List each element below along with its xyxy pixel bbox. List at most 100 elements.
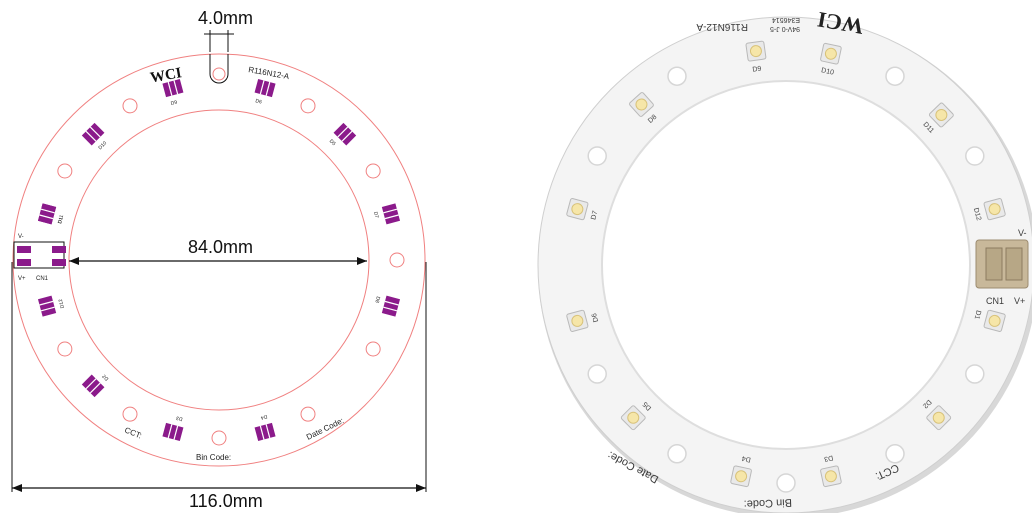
connector-plus-label: V+ (18, 276, 26, 282)
drawing-pad-label: D5 (328, 138, 337, 147)
photo-hole (587, 364, 607, 384)
inner-dim-arrow-left (69, 257, 79, 265)
drawing-led-pad: D7 (372, 203, 401, 225)
outer-dim-arrow-left (12, 484, 22, 492)
drawing-led-pads: D7 D8 D5 D6 D9 D10 D11 D12 D1 D2 D3 D4 (37, 78, 401, 442)
drawing-pad-label: D1 (57, 216, 65, 224)
drawing-pad-label: D7 (372, 211, 380, 219)
photo-led-label: D1 (973, 309, 982, 320)
photo-hole (587, 146, 607, 166)
gap-dimension-label: 4.0mm (198, 8, 253, 28)
photo-led: D6 (566, 309, 600, 332)
board-photo: V- V+ CN1 WCI R116N12-A E346514 94V-0 J-… (537, 7, 1032, 513)
photo-led: D1 (973, 309, 1006, 332)
drawing-bin-code-label: Bin Code: (196, 453, 231, 462)
photo-led-label: D6 (591, 312, 600, 323)
drawing-led-pad: D2 (81, 373, 110, 398)
photo-led-label: D10 (820, 67, 834, 77)
drawing-hole (122, 406, 138, 422)
drawing-led-pad: D5 (328, 122, 357, 147)
photo-connector-minus: V- (1018, 228, 1027, 238)
drawing-led-pad: D3 (162, 414, 184, 442)
photo-led-label: D5 (642, 400, 653, 411)
drawing-pad-label: D12 (58, 298, 66, 309)
drawing-hole (389, 252, 405, 268)
drawing-led-pad: D10 (81, 122, 108, 151)
photo-cert-number: E346514 (772, 16, 800, 23)
photo-led: D8 (629, 92, 658, 125)
photo-led: D2 (921, 398, 952, 431)
outer-dim-arrow-right (416, 484, 426, 492)
photo-hole (885, 66, 905, 86)
photo-hole (776, 473, 796, 493)
connector-minus-label: V- (18, 234, 24, 240)
inner-dim-arrow-right (357, 257, 367, 265)
connector-pad-bottom-2 (52, 259, 66, 266)
drawing-led-pad: D12 (37, 295, 66, 317)
drawing-pad-label: D9 (170, 99, 178, 107)
photo-led-label: D9 (752, 66, 762, 74)
photo-hole (667, 444, 687, 464)
photo-connector-slot-1 (985, 247, 1003, 281)
drawing-part-number: R116N12-A (248, 65, 291, 81)
drawing-date-code-label: Date Code: (305, 416, 345, 442)
photo-hole (965, 364, 985, 384)
photo-part-number: R116N12-A (696, 21, 748, 32)
photo-hole (965, 146, 985, 166)
photo-hole (667, 66, 687, 86)
photo-bin-code-label: Bin Code: (743, 496, 792, 510)
drawing-led-pad: D8 (373, 295, 401, 317)
photo-led: D4 (730, 454, 752, 488)
photo-hole (885, 444, 905, 464)
top-slot-outline (209, 54, 229, 84)
drawing-hole (122, 98, 138, 114)
photo-connector-cn1: CN1 (986, 296, 1004, 306)
connector-pad-bottom (17, 259, 31, 266)
photo-led-label: D7 (590, 210, 599, 221)
photo-connector-plus: V+ (1014, 296, 1025, 306)
drawing-hole (211, 430, 227, 446)
drawing-pad-label: D2 (101, 373, 110, 382)
drawing-pad-label: D3 (175, 414, 183, 422)
outer-ring-outline (12, 53, 426, 467)
drawing-hole (365, 163, 381, 179)
photo-led: D10 (820, 42, 842, 77)
drawing-hole (57, 163, 73, 179)
drawing-led-pad: D1 (37, 203, 65, 225)
photo-led: D7 (566, 198, 599, 221)
drawing-pad-label: D6 (255, 98, 263, 106)
photo-led-label: D8 (647, 114, 658, 125)
inner-dimension-label: 84.0mm (188, 237, 253, 257)
drawing-hole (57, 341, 73, 357)
photo-led: D3 (820, 454, 842, 488)
drawing-pad-label: D10 (97, 140, 108, 151)
photo-board-inner-edge (601, 80, 971, 450)
photo-led-label: D4 (741, 454, 751, 463)
drawing-led-pad: D9 (162, 78, 184, 107)
drawing-led-pad: D6 (254, 78, 276, 106)
connector-pad-top-2 (52, 246, 66, 253)
drawing-pad-label: D8 (373, 296, 381, 304)
photo-led-label: D3 (823, 454, 833, 463)
top-slot-hole (212, 67, 226, 81)
drawing-pad-label: D4 (260, 413, 268, 421)
drawing-hole (365, 341, 381, 357)
photo-led: D12 (972, 198, 1006, 222)
drawing-hole (300, 406, 316, 422)
drawing-led-pad: D4 (254, 413, 276, 442)
connector-cn1-label: CN1 (36, 276, 49, 282)
photo-led-label: D2 (921, 398, 932, 409)
photo-led: D9 (745, 40, 767, 74)
drawing-hole (300, 98, 316, 114)
inner-ring-outline (68, 109, 370, 411)
photo-rating: 94V-0 J-5 (770, 25, 800, 32)
outer-dimension-label: 116.0mm (189, 491, 263, 511)
drawing-cct-label: CCT: (123, 426, 143, 441)
drawing-pad-label: D11 (57, 214, 65, 224)
photo-led-label: D12 (972, 207, 982, 221)
drawing-mounting-holes (57, 98, 405, 446)
photo-mounting-holes (587, 66, 985, 493)
